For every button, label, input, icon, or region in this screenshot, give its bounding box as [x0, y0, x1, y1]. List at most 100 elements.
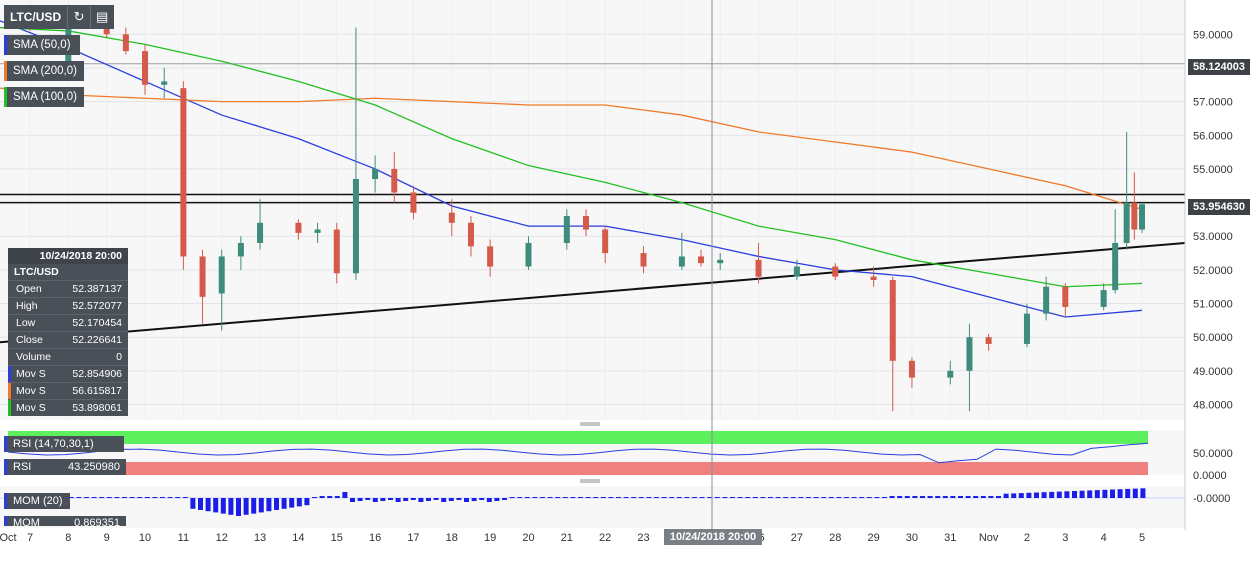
mom-bar [122, 497, 127, 498]
y-tick-label: 52.0000 [1193, 265, 1233, 277]
mom-bar [91, 497, 97, 498]
data-row-value: 52.226641 [72, 334, 122, 346]
horizontal-line-price-tag: 58.124003 [1188, 59, 1250, 75]
mom-bar [1003, 493, 1009, 498]
candle-body [678, 256, 685, 267]
legend-sma-200[interactable]: SMA (200,0) [4, 61, 84, 81]
mom-bar [942, 496, 948, 498]
mom-bar [958, 496, 963, 498]
legend-sma-100[interactable]: SMA (100,0) [4, 87, 84, 107]
data-row-label: Mov S [16, 385, 46, 397]
candle-body [467, 222, 474, 247]
mom-bar [1018, 493, 1024, 498]
data-row-sma-100: Mov S 53.898061 [8, 399, 128, 416]
mom-bar [1087, 490, 1093, 498]
main-plot-area[interactable] [0, 0, 1185, 420]
mom-bar [350, 498, 355, 502]
mom-bar [836, 497, 842, 498]
x-tick-label: 15 [331, 532, 343, 544]
mom-bar [585, 497, 591, 498]
mom-bar [661, 497, 667, 498]
mom-bar [600, 497, 606, 498]
candle-body [372, 168, 379, 180]
candle-body [908, 360, 915, 378]
candle-body [487, 246, 494, 267]
rsi-line [7, 442, 1149, 464]
mom-bar [296, 498, 302, 507]
mom-bar [730, 497, 735, 498]
mom-bar [114, 497, 120, 498]
mom-bar [524, 497, 530, 498]
mom-bar [441, 498, 447, 502]
candle-body [1043, 286, 1050, 314]
mom-bar [228, 498, 234, 515]
rsi-legend[interactable]: RSI (14,70,30,1) [4, 436, 124, 452]
legend-swatch [4, 459, 7, 475]
mom-bar [1132, 488, 1138, 498]
mom-bar [562, 497, 568, 498]
candle-body [237, 242, 244, 257]
mom-bar [1110, 489, 1115, 498]
data-row-volume: Volume 0 [8, 348, 128, 365]
mom-bar [988, 496, 994, 498]
mom-bar [152, 497, 158, 498]
rsi-value: 43.250980 [68, 461, 120, 473]
y-tick-label: 51.0000 [1193, 299, 1233, 311]
candle-body [755, 259, 762, 277]
mom-bar [84, 497, 89, 498]
candle-body [391, 168, 398, 193]
symbol-label[interactable]: LTC/USD [10, 10, 62, 24]
mom-bar [471, 498, 477, 501]
candle-body [832, 266, 839, 277]
horizontal-lines [0, 63, 1185, 204]
x-tick-label: 10 [139, 532, 151, 544]
mom-tick-label: -0.0000 [1193, 493, 1230, 505]
x-axis-ticks: Oct7891011121314151617181920212223242526… [0, 532, 1145, 544]
sma-line [0, 26, 1143, 288]
chart-settings-icon[interactable]: ▤ [90, 6, 113, 28]
legend-sma-50[interactable]: SMA (50,0) [4, 35, 80, 55]
mom-bar [904, 496, 910, 498]
mom-bar [790, 497, 796, 498]
mom-bar [638, 497, 644, 498]
mom-bar [1140, 488, 1146, 498]
candle-body [1062, 286, 1069, 307]
data-row-value: 52.854906 [72, 368, 122, 380]
mom-bar [137, 497, 143, 498]
trendline-segment [0, 241, 1186, 344]
x-tick-label: 16 [369, 532, 381, 544]
x-tick-label: 5 [1139, 532, 1145, 544]
rsi-tick-label: 50.0000 [1193, 448, 1233, 460]
y-tick-label: 49.0000 [1193, 366, 1233, 378]
candle-body [122, 34, 129, 52]
mom-bar [410, 498, 416, 500]
candle-body [333, 229, 340, 274]
panel-resize-handle[interactable] [580, 422, 600, 426]
mom-bar [395, 498, 401, 502]
legend-label: SMA (50,0) [13, 39, 71, 51]
mom-bar [509, 497, 515, 498]
mom-bar [699, 497, 705, 498]
panel-resize-handle-2[interactable] [580, 479, 600, 483]
mom-bar [714, 497, 720, 498]
mom-bar [342, 492, 348, 498]
candle-body [410, 192, 417, 213]
mom-panel: -0.0000 [0, 486, 1230, 528]
y-tick-label: 56.0000 [1193, 130, 1233, 142]
candle-body [1023, 313, 1030, 344]
candle-body [525, 242, 532, 267]
mom-bar [403, 498, 409, 501]
x-tick-label: 21 [561, 532, 573, 544]
x-tick-label: 8 [65, 532, 71, 544]
refresh-icon[interactable]: ↻ [67, 6, 90, 28]
mom-bar [236, 498, 241, 516]
legend-swatch [4, 61, 7, 81]
data-row-label: High [16, 300, 38, 312]
mom-bar [1125, 488, 1131, 498]
mom-bar [547, 497, 553, 498]
candle-body [870, 276, 877, 280]
mom-legend[interactable]: MOM (20) [4, 493, 70, 509]
mom-bar [144, 497, 150, 498]
mom-bar [623, 497, 629, 498]
